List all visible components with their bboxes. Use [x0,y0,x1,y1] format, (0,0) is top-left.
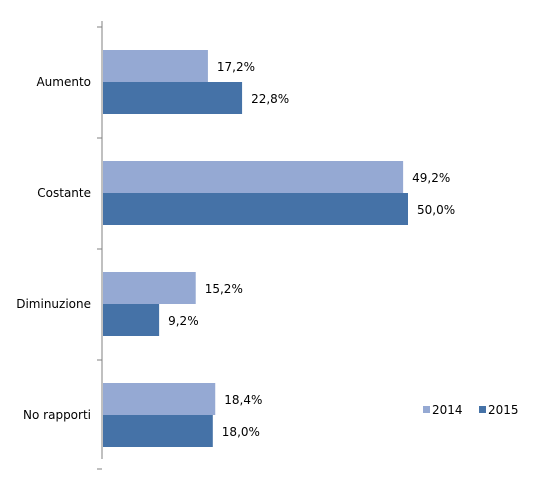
data-label: 18,0% [222,425,260,439]
bar-2014-aumento [103,50,208,82]
category-label: No rapporti [23,408,91,422]
bar-2015-costante [103,193,408,225]
data-label: 18,4% [224,393,262,407]
legend-swatch-2015 [479,406,486,413]
bar-2015-no-rapporti [103,415,213,447]
category-label: Costante [37,186,91,200]
category-labels: Aumento Costante Diminuzione No rapporti [16,75,91,422]
legend: 2014 2015 [423,403,519,417]
y-axis [97,21,103,470]
category-label: Aumento [36,75,91,89]
legend-label-2015: 2015 [488,403,519,417]
bar-2014-diminuzione [103,272,196,304]
data-label: 17,2% [217,60,255,74]
data-label: 50,0% [417,203,455,217]
data-label: 15,2% [205,282,243,296]
bar-2014-no-rapporti [103,383,216,415]
bar-2014-costante [103,161,404,193]
bar-2015-diminuzione [103,304,160,336]
data-label: 9,2% [168,314,199,328]
legend-swatch-2014 [423,406,430,413]
legend-label-2014: 2014 [432,403,463,417]
bar-2015-aumento [103,82,243,114]
bars [103,50,408,447]
category-label: Diminuzione [16,297,91,311]
data-labels: 17,2% 22,8% 49,2% 50,0% 15,2% 9,2% 18,4% 18,0% [168,60,455,439]
data-label: 49,2% [412,171,450,185]
data-label: 22,8% [251,92,289,106]
